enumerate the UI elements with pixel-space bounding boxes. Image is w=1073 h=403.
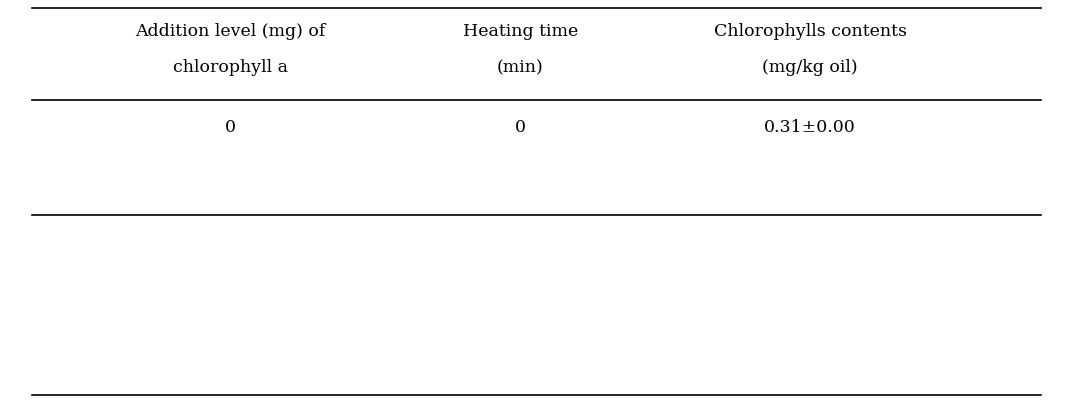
- Text: 0: 0: [225, 118, 236, 135]
- Text: Addition level (mg) of: Addition level (mg) of: [135, 23, 326, 40]
- Text: 0: 0: [515, 118, 526, 135]
- Text: (min): (min): [497, 60, 544, 77]
- Text: 0.31±0.00: 0.31±0.00: [764, 118, 856, 135]
- Text: chlorophyll a: chlorophyll a: [173, 60, 289, 77]
- Text: (mg/kg oil): (mg/kg oil): [762, 60, 858, 77]
- Text: Chlorophylls contents: Chlorophylls contents: [714, 23, 907, 40]
- Text: Heating time: Heating time: [462, 23, 578, 40]
